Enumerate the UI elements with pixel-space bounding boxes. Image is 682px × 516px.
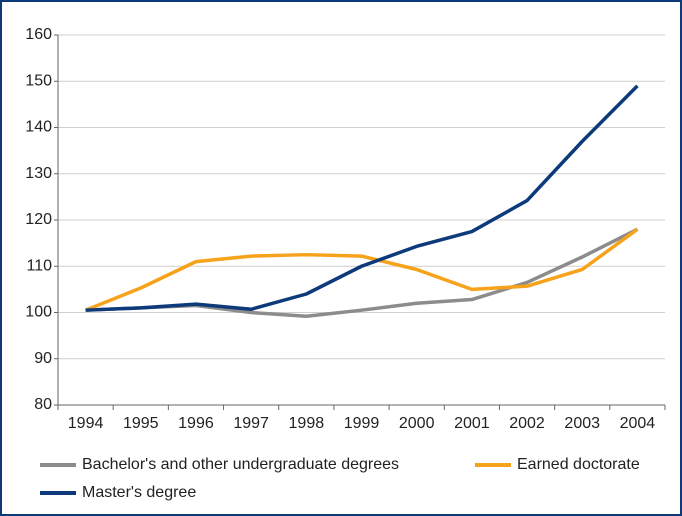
series-line — [85, 84, 639, 312]
y-tick-label: 90 — [34, 350, 52, 367]
x-tick-label: 2001 — [454, 415, 490, 432]
x-tick-label: 2002 — [509, 415, 545, 432]
y-tick-label: 130 — [25, 165, 52, 182]
legend-label: Bachelor's and other undergraduate degre… — [82, 456, 399, 473]
y-tick-label: 110 — [26, 257, 52, 274]
x-tick-label: 2000 — [399, 415, 435, 432]
y-tick-label: 150 — [25, 72, 52, 89]
x-tick-label: 1995 — [123, 415, 159, 432]
x-tick-label: 1998 — [289, 415, 325, 432]
legend-label: Earned doctorate — [517, 456, 640, 473]
x-tick-label: 1999 — [344, 415, 380, 432]
y-tick-label: 120 — [25, 211, 52, 228]
y-tick-label: 100 — [25, 304, 52, 321]
y-tick-label: 80 — [34, 396, 52, 413]
x-tick-label: 1994 — [68, 415, 104, 432]
series-line — [84, 227, 639, 312]
x-tick-label: 2004 — [620, 415, 656, 432]
y-tick-label: 160 — [25, 26, 52, 43]
legend-label: Master's degree — [82, 484, 196, 501]
x-tick-label: 1997 — [233, 415, 269, 432]
x-tick-label: 1996 — [178, 415, 214, 432]
y-tick-label: 140 — [25, 119, 52, 136]
x-tick-label: 2003 — [564, 415, 600, 432]
